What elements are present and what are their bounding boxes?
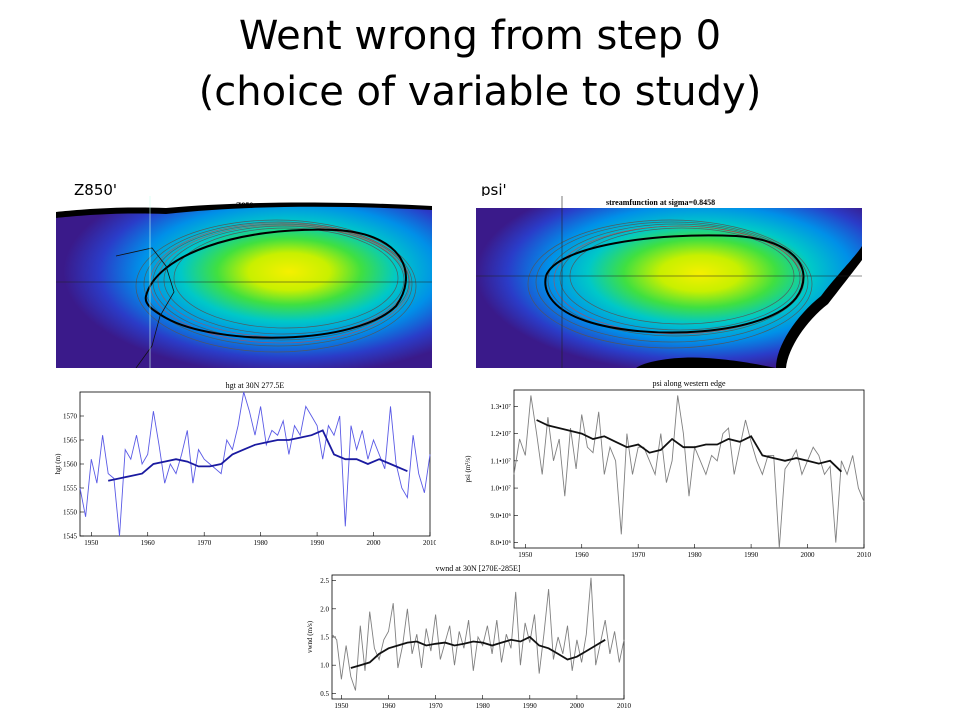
x-tick-label: 2010 xyxy=(857,551,872,559)
map-label-psi: psi' xyxy=(481,181,507,199)
y-tick-label: 1570 xyxy=(63,413,78,421)
plot-psi-ylabel: psi (m²/s) xyxy=(464,455,472,482)
plot-hgt: hgt at 30N 277.5E 1950 1960 1970 1980 1990 200… xyxy=(50,378,436,552)
x-tick-label: 1990 xyxy=(310,539,325,547)
y-tick-label: 1.0 xyxy=(320,662,329,670)
y-tick-label: 1.0•10⁷ xyxy=(490,485,511,493)
y-tick-label: 1.2•10⁷ xyxy=(490,430,511,438)
plot-hgt-svg: hgt at 30N 277.5E 1950 1960 1970 1980 1990 200… xyxy=(54,381,436,547)
x-tick-label: 2000 xyxy=(367,539,382,547)
y-tick-label: 1.1•10⁷ xyxy=(490,457,511,465)
plot-psi-svg: psi along western edge 1950 1960 1970 1980 19… xyxy=(464,379,872,559)
plot-psi-running-mean xyxy=(536,419,843,473)
plot-vwnd-ylabel: vwnd (m/s) xyxy=(306,620,314,653)
y-tick-label: 1560 xyxy=(63,461,78,469)
plot-vwnd-svg: vwnd at 30N [270E-285E] 1950 1960 1970 1980 1… xyxy=(306,565,632,710)
y-tick-label: 1555 xyxy=(63,485,78,493)
plot-hgt-running-mean xyxy=(108,429,408,482)
map-psi: streamfunction at sigma=0.8458 xyxy=(476,196,862,368)
x-tick-label: 1980 xyxy=(476,702,491,710)
x-tick-label: 1970 xyxy=(429,702,444,710)
slide-title: Went wrong from step 0 (choice of variab… xyxy=(0,8,960,120)
y-tick-label: 9.0•10⁶ xyxy=(490,512,511,520)
plot-vwnd: vwnd at 30N [270E-285E] 1950 1960 1970 1980 1… xyxy=(304,565,632,715)
y-tick-label: 2.5 xyxy=(320,577,329,585)
plot-hgt-annual-series xyxy=(79,391,431,537)
x-tick-label: 1970 xyxy=(631,551,646,559)
plot-hgt-ylabel: hgt (m) xyxy=(54,453,62,474)
y-tick-label: 8.0•10⁶ xyxy=(490,539,511,547)
y-tick-label: 0.5 xyxy=(320,690,329,698)
map-z850-inner-title: Z850 xyxy=(236,201,253,210)
x-tick-label: 2000 xyxy=(570,702,585,710)
map-z850: Z850 xyxy=(56,196,432,368)
plot-hgt-title: hgt at 30N 277.5E xyxy=(226,381,285,390)
x-tick-label: 1960 xyxy=(141,539,156,547)
x-tick-label: 1960 xyxy=(382,702,397,710)
y-tick-label: 1550 xyxy=(63,509,78,517)
x-tick-label: 1990 xyxy=(744,551,759,559)
y-tick-label: 1.5 xyxy=(320,634,329,642)
slide-title-line-2: (choice of variable to study) xyxy=(198,69,762,115)
plot-psi: psi along western edge 1950 1960 1970 1980 19… xyxy=(452,378,872,574)
map-label-z850: Z850' xyxy=(74,181,118,199)
y-tick-label: 1545 xyxy=(63,533,78,541)
plot-vwnd-running-mean xyxy=(350,635,606,669)
slide-title-line-1: Went wrong from step 0 xyxy=(238,13,722,59)
plot-vwnd-title: vwnd at 30N [270E-285E] xyxy=(435,565,520,573)
y-tick-label: 2.0 xyxy=(320,605,329,613)
x-tick-label: 1950 xyxy=(518,551,533,559)
y-tick-label: 1565 xyxy=(63,437,78,445)
plot-psi-title: psi along western edge xyxy=(652,379,726,388)
plot-hgt-frame xyxy=(79,391,431,537)
y-tick-label: 1.3•10⁷ xyxy=(490,403,511,411)
x-tick-label: 1990 xyxy=(523,702,538,710)
x-tick-label: 2000 xyxy=(801,551,816,559)
plot-vwnd-annual-series xyxy=(331,577,625,691)
map-psi-inner-title: streamfunction at sigma=0.8458 xyxy=(606,198,715,207)
x-tick-label: 1980 xyxy=(688,551,703,559)
x-tick-label: 2010 xyxy=(423,539,436,547)
x-tick-label: 2010 xyxy=(617,702,632,710)
x-tick-label: 1950 xyxy=(334,702,349,710)
plot-psi-annual-series xyxy=(513,395,865,549)
x-tick-label: 1970 xyxy=(197,539,212,547)
x-tick-label: 1980 xyxy=(254,539,268,547)
x-tick-label: 1950 xyxy=(84,539,99,547)
plot-psi-frame xyxy=(513,389,865,549)
x-tick-label: 1960 xyxy=(575,551,590,559)
